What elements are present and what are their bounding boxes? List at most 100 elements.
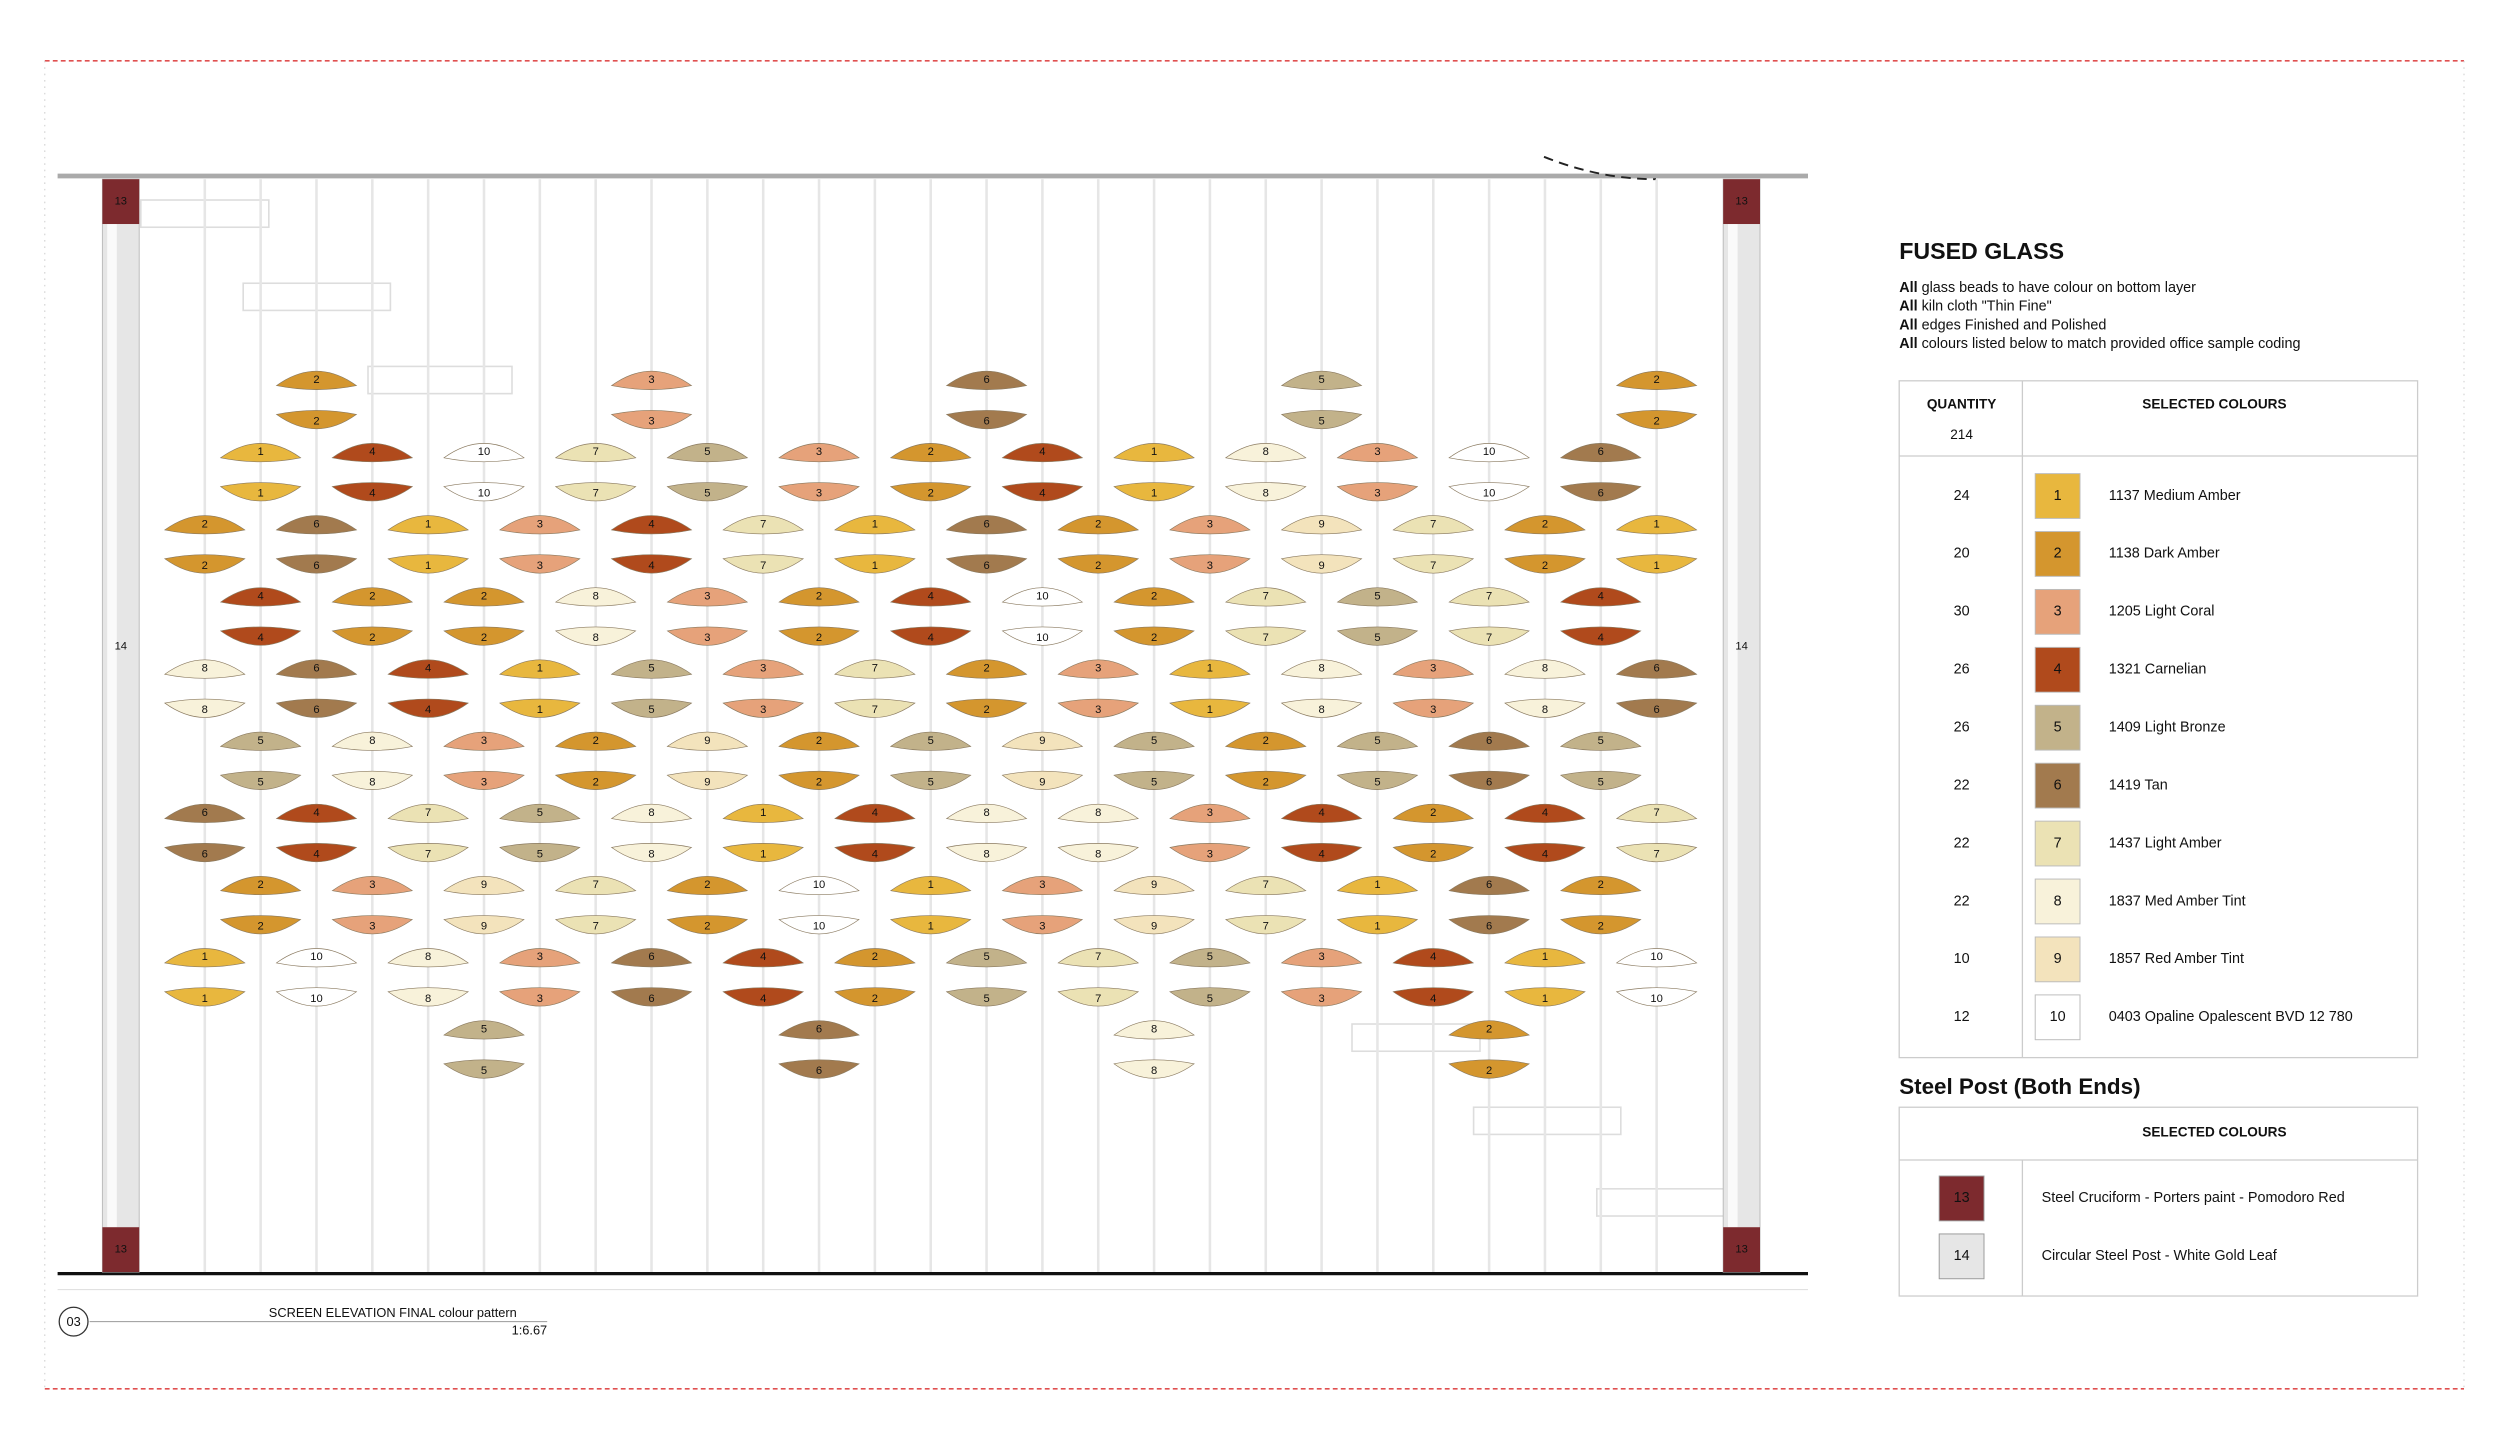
bead-code: 1: [537, 704, 543, 716]
bead: [219, 443, 302, 463]
bead: [945, 554, 1028, 574]
bead-code: 10: [478, 446, 490, 458]
bead: [1448, 915, 1530, 935]
bead-code: 2: [1263, 735, 1269, 747]
bead-code: 8: [1318, 663, 1324, 675]
bead-code: 1: [1542, 951, 1548, 963]
bead-code: 4: [1598, 632, 1604, 644]
note-bold: All: [1899, 336, 1917, 352]
bead-code: 5: [1151, 735, 1157, 747]
bead-code: 1: [425, 560, 431, 572]
bead-code: 3: [704, 632, 710, 644]
bead-code: 10: [813, 879, 825, 891]
bead-code: 3: [537, 951, 543, 963]
quantity: 24: [1954, 488, 1970, 504]
bead-code: 8: [648, 849, 654, 861]
bead-code: 1: [202, 993, 208, 1005]
bead-code: 5: [648, 704, 654, 716]
bead: [1280, 948, 1363, 968]
bead: [1448, 626, 1530, 646]
bead: [1169, 803, 1251, 823]
bead-code: 1: [425, 518, 431, 530]
quantity: 30: [1954, 604, 1970, 620]
bead-code: 8: [369, 735, 375, 747]
bead-code: 3: [537, 560, 543, 572]
bead-code: 9: [1151, 921, 1157, 933]
bead: [499, 987, 581, 1007]
bead: [1224, 915, 1307, 935]
swatch-code: 9: [2054, 951, 2062, 967]
bead: [331, 731, 414, 751]
bead: [1504, 948, 1586, 968]
bead: [1001, 443, 1084, 463]
bead: [1001, 731, 1084, 751]
bead-code: 8: [983, 807, 989, 819]
bead: [1336, 443, 1419, 463]
bead-code: 7: [593, 921, 599, 933]
bead: [1001, 876, 1084, 896]
elevation: [57, 155, 1808, 1291]
bead-code: 9: [1318, 518, 1324, 530]
bead-code: 5: [1207, 993, 1213, 1005]
bead: [666, 482, 749, 502]
bead: [1224, 626, 1307, 646]
bead-code: 6: [1486, 921, 1492, 933]
bead-code: 3: [1039, 879, 1045, 891]
bead: [275, 515, 358, 535]
bead: [387, 659, 469, 679]
bead: [1336, 876, 1419, 896]
swatch: [2034, 878, 2081, 925]
bead-code: 4: [872, 807, 878, 819]
bead: [1169, 659, 1251, 679]
bead: [1280, 410, 1363, 430]
bead-code: 10: [310, 951, 322, 963]
bead: [554, 587, 637, 607]
bead-code: 2: [983, 663, 989, 675]
bead: [1169, 515, 1251, 535]
bead-code: 3: [1095, 663, 1101, 675]
swatch-code: 4: [2054, 662, 2062, 678]
bead-code: 2: [983, 704, 989, 716]
post-highlight: [1728, 224, 1738, 1228]
bead-code: 8: [425, 993, 431, 1005]
bead: [610, 410, 693, 430]
bead-code: 4: [425, 663, 431, 675]
bead-code: 1: [760, 807, 766, 819]
bead: [1336, 770, 1419, 790]
bead: [1057, 698, 1140, 718]
bead: [275, 843, 358, 863]
bead-code: 5: [1374, 776, 1380, 788]
total: 214: [1950, 427, 1973, 442]
bead-code: 3: [481, 735, 487, 747]
colour-name: 1837 Med Amber Tint: [2109, 893, 2246, 909]
bead-code: 2: [1151, 590, 1157, 602]
bead: [443, 770, 525, 790]
quantity: 20: [1954, 546, 1970, 562]
bead-code: 6: [313, 663, 319, 675]
bead: [778, 482, 860, 502]
bead: [666, 731, 749, 751]
bead-code: 4: [313, 849, 319, 861]
bead-code: 10: [1650, 951, 1662, 963]
posts: 1 3 1 3 1 4 1 3 1 3 1 4: [101, 178, 1761, 1273]
bead: [1560, 626, 1642, 646]
bead: [1169, 948, 1251, 968]
bead-code: 6: [816, 1065, 822, 1077]
bead: [1280, 803, 1363, 823]
bead: [164, 948, 246, 968]
swatch: [1938, 1175, 1985, 1222]
beads: 2 2 3 3 6 6 5 5 2 2 1 1 4 4 10 10 7 7 5 5 3 3 2 2 4 4 1 1 8 8 3 3 10 10 6 6…: [164, 370, 1698, 1079]
bead-code: 6: [983, 560, 989, 572]
bead: [275, 698, 358, 718]
bead: [610, 515, 693, 535]
bead-code: 4: [258, 590, 264, 602]
quantity: 12: [1954, 1009, 1970, 1025]
note-text: glass beads to have colour on bottom lay…: [1922, 280, 2197, 296]
bead: [666, 626, 749, 646]
bead: [1448, 443, 1530, 463]
bead-code: 4: [760, 993, 766, 1005]
bead-code: 8: [1151, 1023, 1157, 1035]
bead-code: 1: [1374, 879, 1380, 891]
bead-code: 6: [983, 416, 989, 428]
bead-code: 2: [1542, 560, 1548, 572]
